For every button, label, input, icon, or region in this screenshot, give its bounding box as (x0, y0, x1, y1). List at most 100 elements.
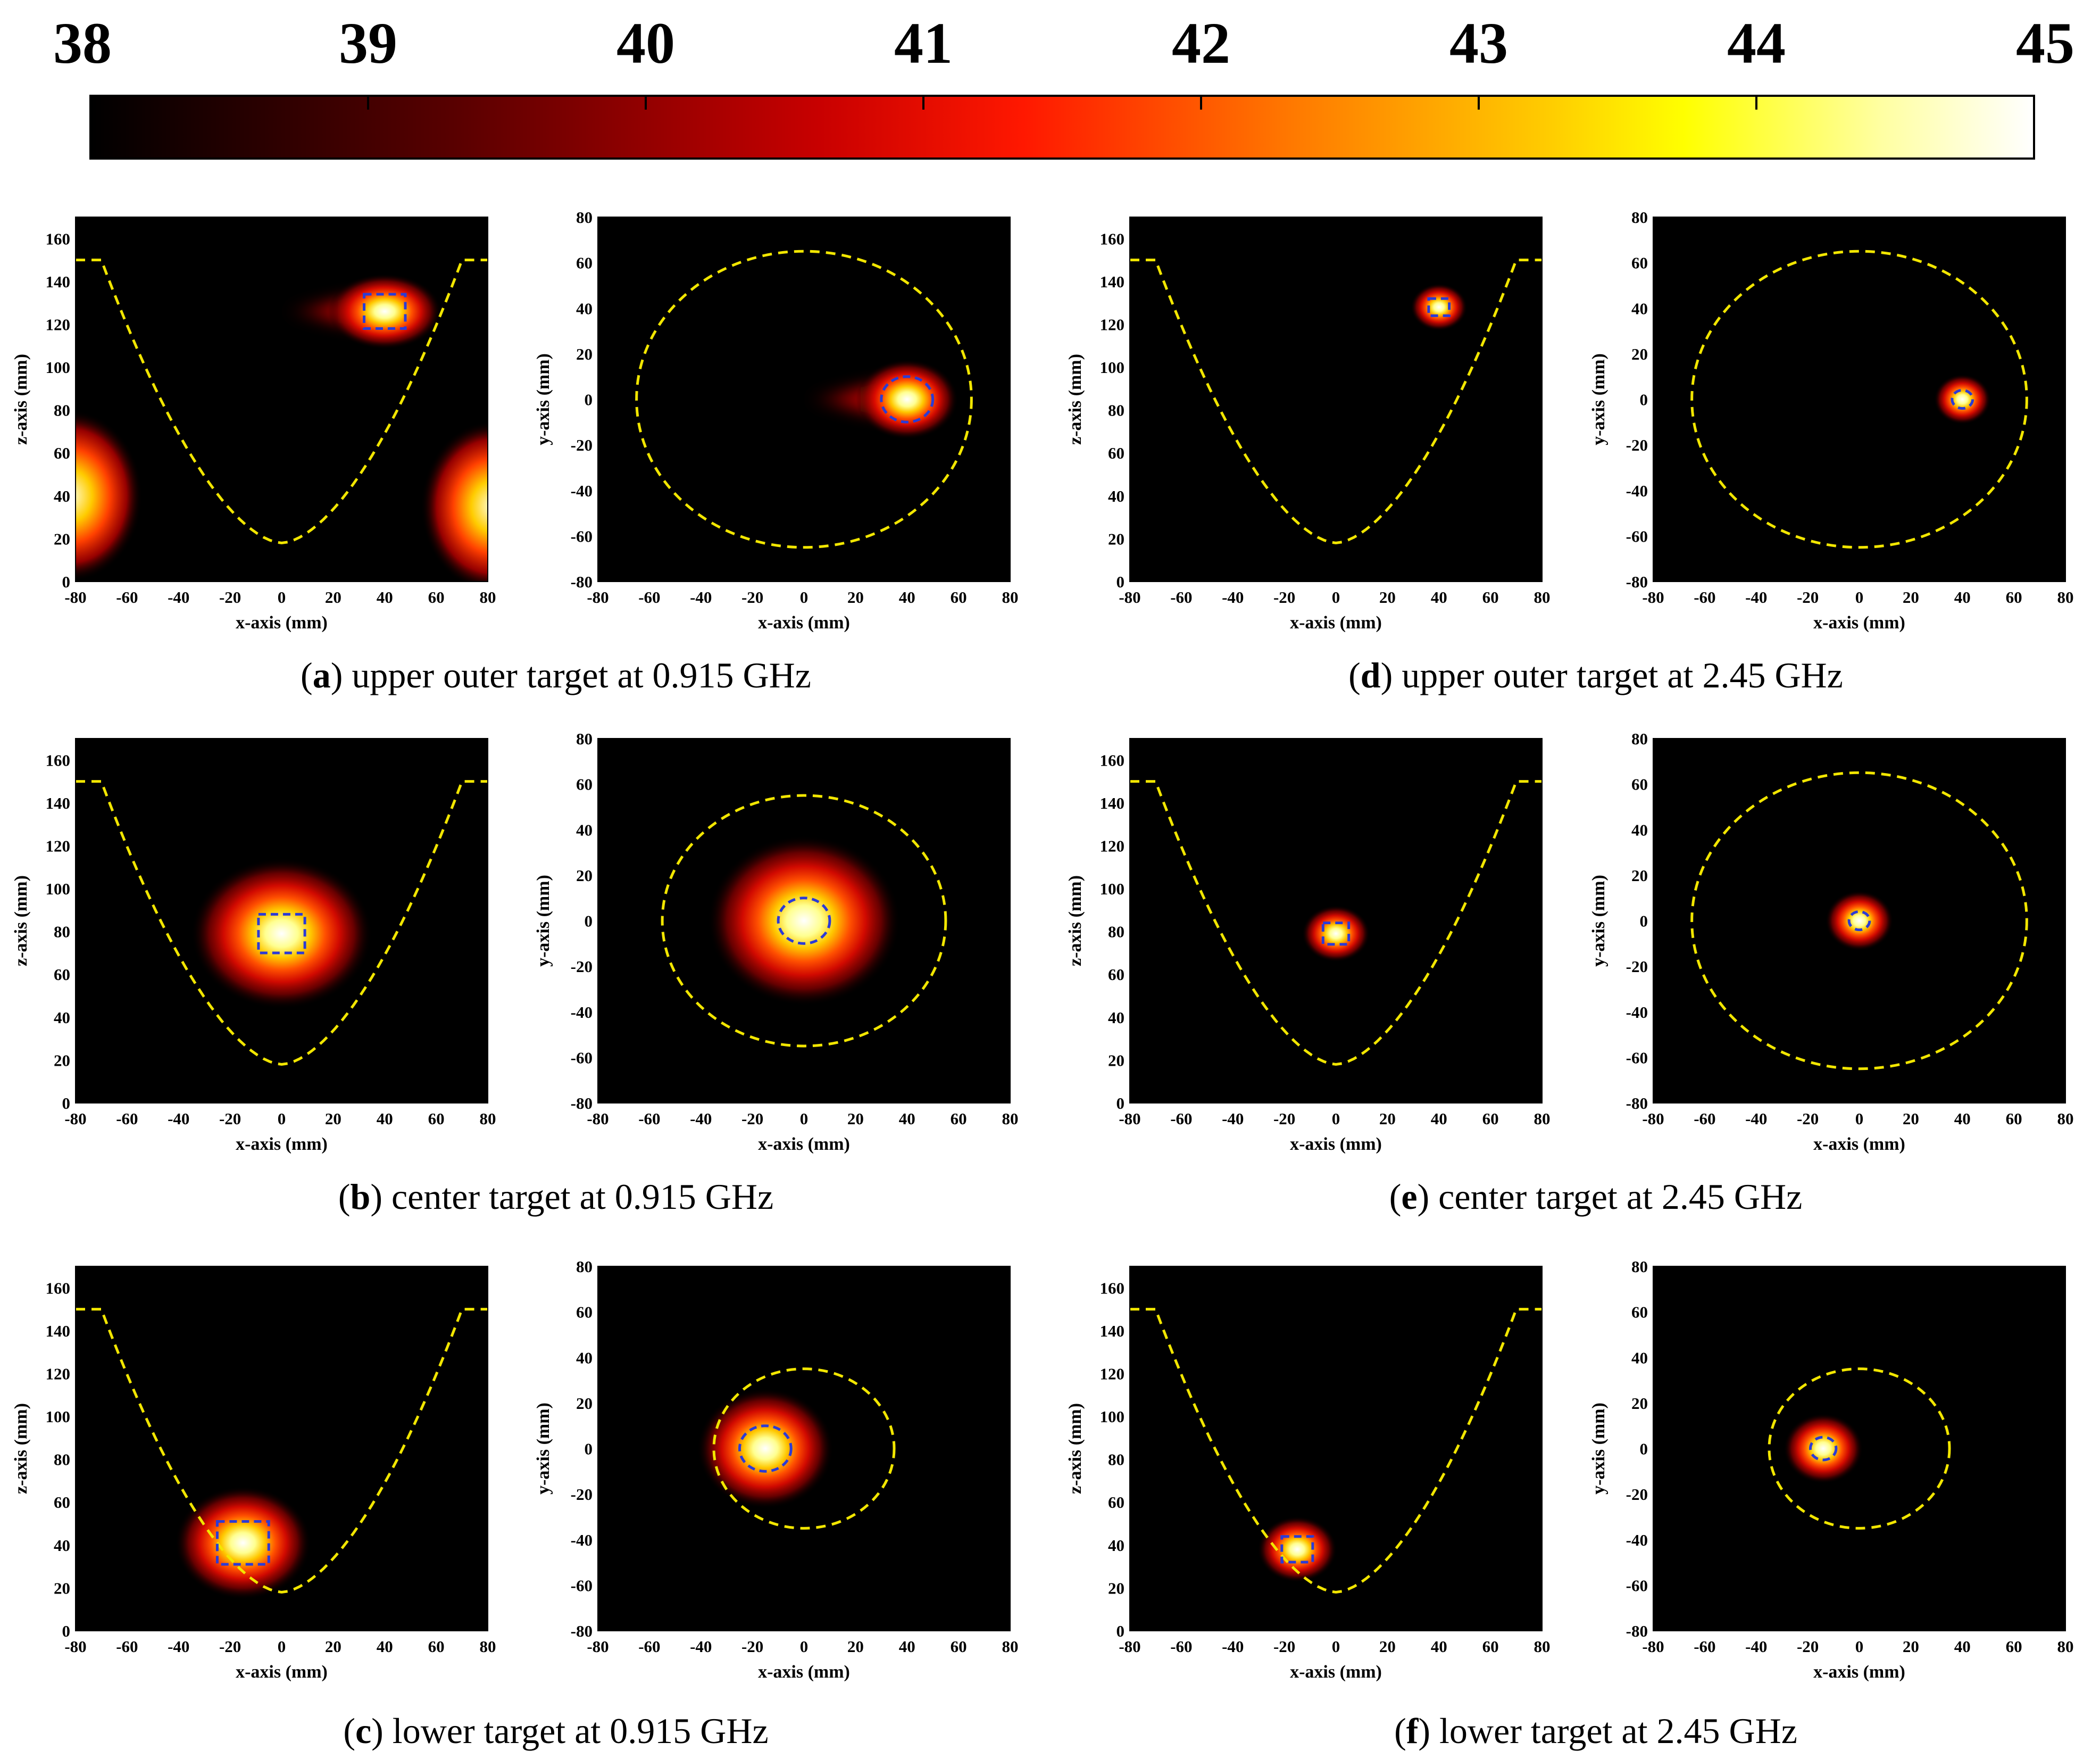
x-axis-label: x-axis (mm) (1290, 613, 1382, 633)
x-tick-label: 0 (1332, 1109, 1340, 1128)
y-tick-label: 0 (1640, 391, 1648, 409)
x-tick-label: 60 (2006, 1637, 2022, 1656)
x-tick-label: 0 (800, 1637, 809, 1656)
x-tick-label: -40 (168, 1637, 189, 1656)
edge-hot-spot (76, 410, 143, 582)
x-tick-label: -60 (1694, 588, 1715, 607)
plot-frame (75, 738, 488, 1103)
y-axis-label: z-axis (mm) (11, 1403, 31, 1494)
y-tick-label: 140 (46, 1322, 71, 1340)
colorbar-tick-label: 39 (339, 11, 397, 76)
xz-plot-c: -80 -60 -40 -20 0 20 40 60 80 0 20 40 60 80 100 120 140 1… (11, 1266, 496, 1682)
y-axis-label: z-axis (mm) (11, 354, 31, 445)
target-circle (1951, 388, 1974, 410)
y-tick-label: 0 (62, 1094, 71, 1113)
hot-spot (1410, 283, 1468, 331)
y-axis-label: z-axis (mm) (1065, 354, 1085, 445)
y-tick-label: 80 (1108, 1450, 1124, 1469)
y-tick-label: -40 (571, 482, 593, 500)
x-tick-label: 0 (1332, 1637, 1340, 1656)
breast-outline (1130, 780, 1542, 1066)
x-tick-label: -80 (1119, 588, 1140, 607)
x-axis-label: x-axis (mm) (1290, 1134, 1382, 1154)
x-tick-label: -60 (638, 1109, 660, 1128)
y-tick-label: 100 (46, 1407, 71, 1426)
hot-spot (191, 858, 372, 1009)
x-tick-label: -60 (116, 588, 138, 607)
xy-plot-b: -80 -60 -40 -20 0 20 40 60 80 -80 -60 -40 -20 0 20 40 60… (534, 729, 1019, 1154)
x-tick-label: -40 (1745, 1637, 1767, 1656)
target-box (1427, 297, 1451, 317)
y-tick-label: 120 (1100, 1364, 1125, 1383)
y-tick-label: 120 (1100, 315, 1125, 334)
breast-outline (76, 259, 488, 544)
target-circle (880, 375, 935, 424)
y-tick-label: 100 (46, 880, 71, 898)
x-tick-label: 60 (1482, 588, 1499, 607)
x-tick-label: -20 (741, 1109, 763, 1128)
y-tick-label: 20 (1631, 866, 1648, 885)
x-axis-label: x-axis (mm) (758, 1662, 850, 1682)
y-tick-label: -80 (571, 1622, 593, 1640)
x-tick-label: -40 (1745, 588, 1767, 607)
y-tick-label: -20 (1626, 957, 1648, 976)
x-tick-label: 20 (1379, 588, 1396, 607)
y-tick-label: 0 (1116, 1094, 1125, 1113)
y-tick-label: 60 (1108, 444, 1124, 462)
x-tick-label: 60 (951, 588, 967, 607)
x-tick-label: 60 (2006, 588, 2022, 607)
y-tick-label: 20 (576, 866, 593, 885)
x-tick-label: -20 (1797, 1109, 1819, 1128)
x-tick-label: -20 (1797, 1637, 1819, 1656)
plot-background (1130, 1266, 1542, 1631)
y-axis-label: z-axis (mm) (11, 875, 31, 966)
y-tick-label: 0 (1640, 912, 1648, 931)
plot-frame (1129, 738, 1543, 1103)
y-tick-label: 40 (1108, 1536, 1124, 1555)
y-tick-label: 60 (1631, 1303, 1648, 1322)
x-tick-label: 20 (325, 1109, 341, 1128)
y-tick-label: -60 (571, 527, 593, 545)
y-tick-label: 160 (1100, 1279, 1125, 1297)
x-tick-label: 80 (1002, 1637, 1019, 1656)
y-tick-label: -80 (1626, 572, 1648, 591)
panel-letter: c (355, 1711, 371, 1751)
x-tick-label: 20 (847, 1109, 864, 1128)
y-axis-label: y-axis (mm) (534, 353, 553, 445)
x-tick-label: 80 (480, 1109, 496, 1128)
x-tick-label: -20 (1273, 588, 1295, 607)
y-tick-label: 100 (1100, 1407, 1125, 1426)
x-tick-label: 60 (428, 1637, 445, 1656)
plot-frame (597, 738, 1011, 1103)
target-box (1280, 1535, 1314, 1564)
x-tick-label: 80 (1002, 1109, 1019, 1128)
plot-frame (1653, 1266, 2066, 1631)
y-tick-label: -60 (571, 1048, 593, 1067)
panel-caption-a: (a) upper outer target at 0.915 GHz (301, 655, 811, 695)
x-tick-label: -60 (638, 1637, 660, 1656)
x-tick-label: 80 (1534, 1109, 1551, 1128)
hot-spot (1257, 1516, 1337, 1582)
x-tick-label: -40 (1222, 588, 1244, 607)
y-axis-label: y-axis (mm) (534, 875, 553, 967)
target-box (215, 1520, 270, 1566)
x-tick-label: 80 (2057, 1637, 2074, 1656)
y-tick-label: 40 (576, 1348, 593, 1367)
x-tick-label: -80 (64, 588, 86, 607)
edge-hot-spot (421, 421, 488, 582)
colorbar-tick-label: 44 (1727, 11, 1786, 76)
xz-plot-e: -80 -60 -40 -20 0 20 40 60 80 0 20 40 60 80 100 120 140 1… (1065, 738, 1551, 1154)
y-tick-label: 120 (46, 836, 71, 855)
target-box (257, 912, 306, 955)
x-tick-label: 60 (2006, 1109, 2022, 1128)
y-tick-label: 40 (54, 1008, 70, 1027)
y-tick-label: 40 (1631, 299, 1648, 318)
x-tick-label: 80 (2057, 1109, 2074, 1128)
y-tick-label: 0 (585, 391, 593, 409)
x-axis-label: x-axis (mm) (1813, 1662, 1905, 1682)
y-tick-label: -20 (1626, 1485, 1648, 1504)
x-tick-label: 80 (2057, 588, 2074, 607)
colorbar-tick-label: 38 (53, 11, 112, 76)
panel-letter: f (1406, 1711, 1419, 1751)
target-box (1321, 922, 1351, 946)
